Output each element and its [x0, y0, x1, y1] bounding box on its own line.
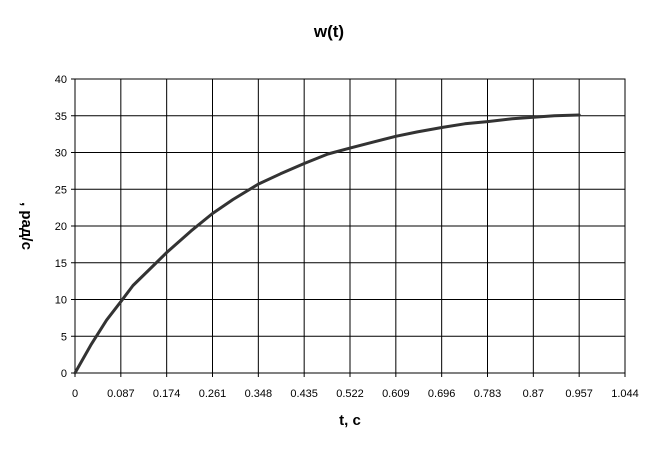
y-tick-label: 15: [55, 258, 67, 270]
y-tick-label: 25: [55, 184, 67, 196]
x-tick-label: 0.261: [199, 388, 227, 400]
series-line: [73, 113, 581, 375]
y-tick-label: 0: [61, 368, 67, 380]
y-tick-label: 20: [55, 221, 67, 233]
y-tick-label: 5: [61, 331, 67, 343]
x-tick-label: 0.783: [474, 388, 502, 400]
x-tick-label: 0.609: [382, 388, 410, 400]
x-tick-label: 0.087: [107, 388, 135, 400]
series-layer: [73, 113, 581, 375]
chart-title: w(t): [313, 22, 344, 41]
y-tick-label: 30: [55, 148, 67, 160]
x-tick-label: 0.174: [153, 388, 181, 400]
x-tick-label: 0.435: [290, 388, 318, 400]
y-tick-label: 40: [55, 74, 67, 86]
x-tick-label: 1.044: [611, 388, 639, 400]
axis-ticks: 0 0.087 0.174 0.261 0.348 0.435 0.522 0.609 0.69…: [55, 74, 639, 400]
x-tick-label: 0.696: [428, 388, 456, 400]
y-axis-title: , рад/с: [18, 202, 35, 250]
y-tick-label: 10: [55, 295, 67, 307]
x-tick-label: 0.957: [565, 388, 593, 400]
x-tick-label: 0: [72, 388, 78, 400]
x-axis-title: t, c: [339, 412, 361, 429]
x-tick-label: 0.522: [336, 388, 364, 400]
y-tick-label: 35: [55, 111, 67, 123]
x-tick-label: 0.348: [245, 388, 273, 400]
x-tick-label: 0.87: [523, 388, 544, 400]
grid: [74, 78, 626, 374]
